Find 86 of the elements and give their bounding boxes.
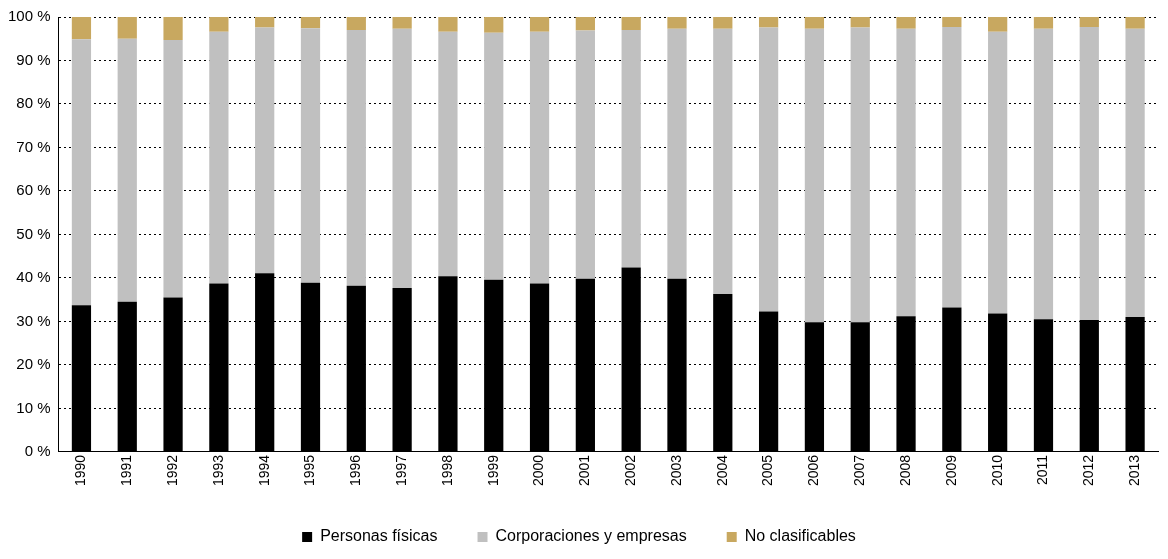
bar bbox=[667, 17, 687, 29]
bar bbox=[300, 17, 321, 29]
legend-label: Corporaciones y empresas bbox=[495, 527, 687, 545]
x-tick-label: 2012 bbox=[1080, 454, 1097, 487]
x-tick-label: 2000 bbox=[530, 454, 547, 487]
bar bbox=[896, 28, 916, 317]
bar bbox=[988, 17, 1008, 32]
bar bbox=[575, 30, 595, 279]
x-tick-label: 1998 bbox=[438, 454, 455, 487]
y-tick-label: 70 % bbox=[16, 137, 51, 155]
bar bbox=[713, 17, 733, 29]
bar bbox=[621, 30, 641, 268]
bar bbox=[163, 17, 183, 41]
bar bbox=[163, 40, 183, 298]
bar bbox=[346, 17, 366, 31]
bar bbox=[988, 31, 1008, 314]
y-tick-label: 60 % bbox=[16, 181, 51, 199]
bar bbox=[438, 31, 458, 277]
x-tick-label: 1999 bbox=[484, 454, 501, 487]
bar bbox=[484, 17, 504, 33]
bar bbox=[804, 17, 825, 29]
bar bbox=[71, 17, 92, 40]
x-tick-label: 2006 bbox=[805, 454, 822, 487]
y-tick-label: 0 % bbox=[24, 442, 51, 459]
x-tick-label: 1993 bbox=[209, 454, 226, 487]
bar bbox=[713, 28, 733, 294]
x-tick-label: 2004 bbox=[713, 454, 730, 487]
bar bbox=[621, 17, 641, 31]
legend-label: No clasificables bbox=[744, 527, 856, 545]
y-tick-label: 100 % bbox=[7, 7, 51, 25]
x-tick-label: 2001 bbox=[576, 454, 593, 487]
bar bbox=[255, 17, 275, 28]
bar bbox=[300, 28, 321, 283]
bar bbox=[942, 17, 962, 27]
bar bbox=[438, 17, 458, 32]
bar bbox=[117, 38, 137, 302]
x-tick-label: 1996 bbox=[347, 454, 364, 487]
bar bbox=[575, 17, 595, 31]
bar bbox=[1033, 28, 1054, 320]
x-tick-label: 1990 bbox=[72, 454, 89, 487]
bar bbox=[209, 31, 229, 284]
bar bbox=[392, 28, 412, 288]
x-tick-label: 1997 bbox=[392, 454, 409, 487]
bar bbox=[484, 32, 504, 280]
x-tick-label: 2010 bbox=[988, 454, 1005, 487]
bar bbox=[1033, 17, 1054, 29]
x-tick-label: 1995 bbox=[301, 454, 318, 487]
x-tick-label: 2013 bbox=[1125, 454, 1142, 487]
y-tick-label: 80 % bbox=[16, 94, 51, 112]
x-tick-label: 2008 bbox=[896, 454, 913, 487]
y-tick-label: 10 % bbox=[16, 398, 51, 416]
bar bbox=[209, 17, 229, 32]
x-tick-label: 1992 bbox=[163, 454, 180, 487]
bar bbox=[804, 28, 825, 323]
bar bbox=[71, 39, 92, 306]
x-tick-label: 2005 bbox=[759, 454, 776, 487]
legend-label: Personas físicas bbox=[320, 527, 438, 545]
bar bbox=[667, 28, 687, 279]
bar bbox=[1079, 17, 1099, 27]
bar bbox=[255, 27, 275, 274]
bar bbox=[1079, 27, 1099, 321]
bar bbox=[1125, 17, 1145, 29]
y-tick-label: 50 % bbox=[16, 224, 51, 242]
x-tick-label: 2007 bbox=[851, 454, 868, 487]
x-tick-label: 2009 bbox=[942, 454, 959, 487]
x-tick-label: 2002 bbox=[622, 454, 639, 487]
bar bbox=[850, 27, 870, 323]
x-tick-label: 2011 bbox=[1034, 454, 1051, 485]
x-tick-label: 1994 bbox=[255, 454, 272, 487]
bar bbox=[346, 30, 366, 286]
x-tick-label: 2003 bbox=[667, 454, 684, 487]
y-tick-label: 40 % bbox=[16, 268, 51, 286]
bar bbox=[117, 17, 137, 39]
bar bbox=[896, 17, 916, 29]
y-tick-label: 30 % bbox=[16, 311, 51, 329]
bar bbox=[392, 17, 412, 29]
bar bbox=[1125, 28, 1145, 318]
bar bbox=[529, 31, 550, 284]
bar bbox=[758, 27, 779, 312]
y-tick-label: 90 % bbox=[16, 50, 51, 68]
bar bbox=[529, 17, 550, 32]
y-tick-label: 20 % bbox=[16, 355, 51, 373]
bar bbox=[758, 17, 779, 28]
bar bbox=[850, 17, 870, 28]
x-tick-label: 1991 bbox=[118, 454, 135, 487]
bar bbox=[942, 27, 962, 308]
